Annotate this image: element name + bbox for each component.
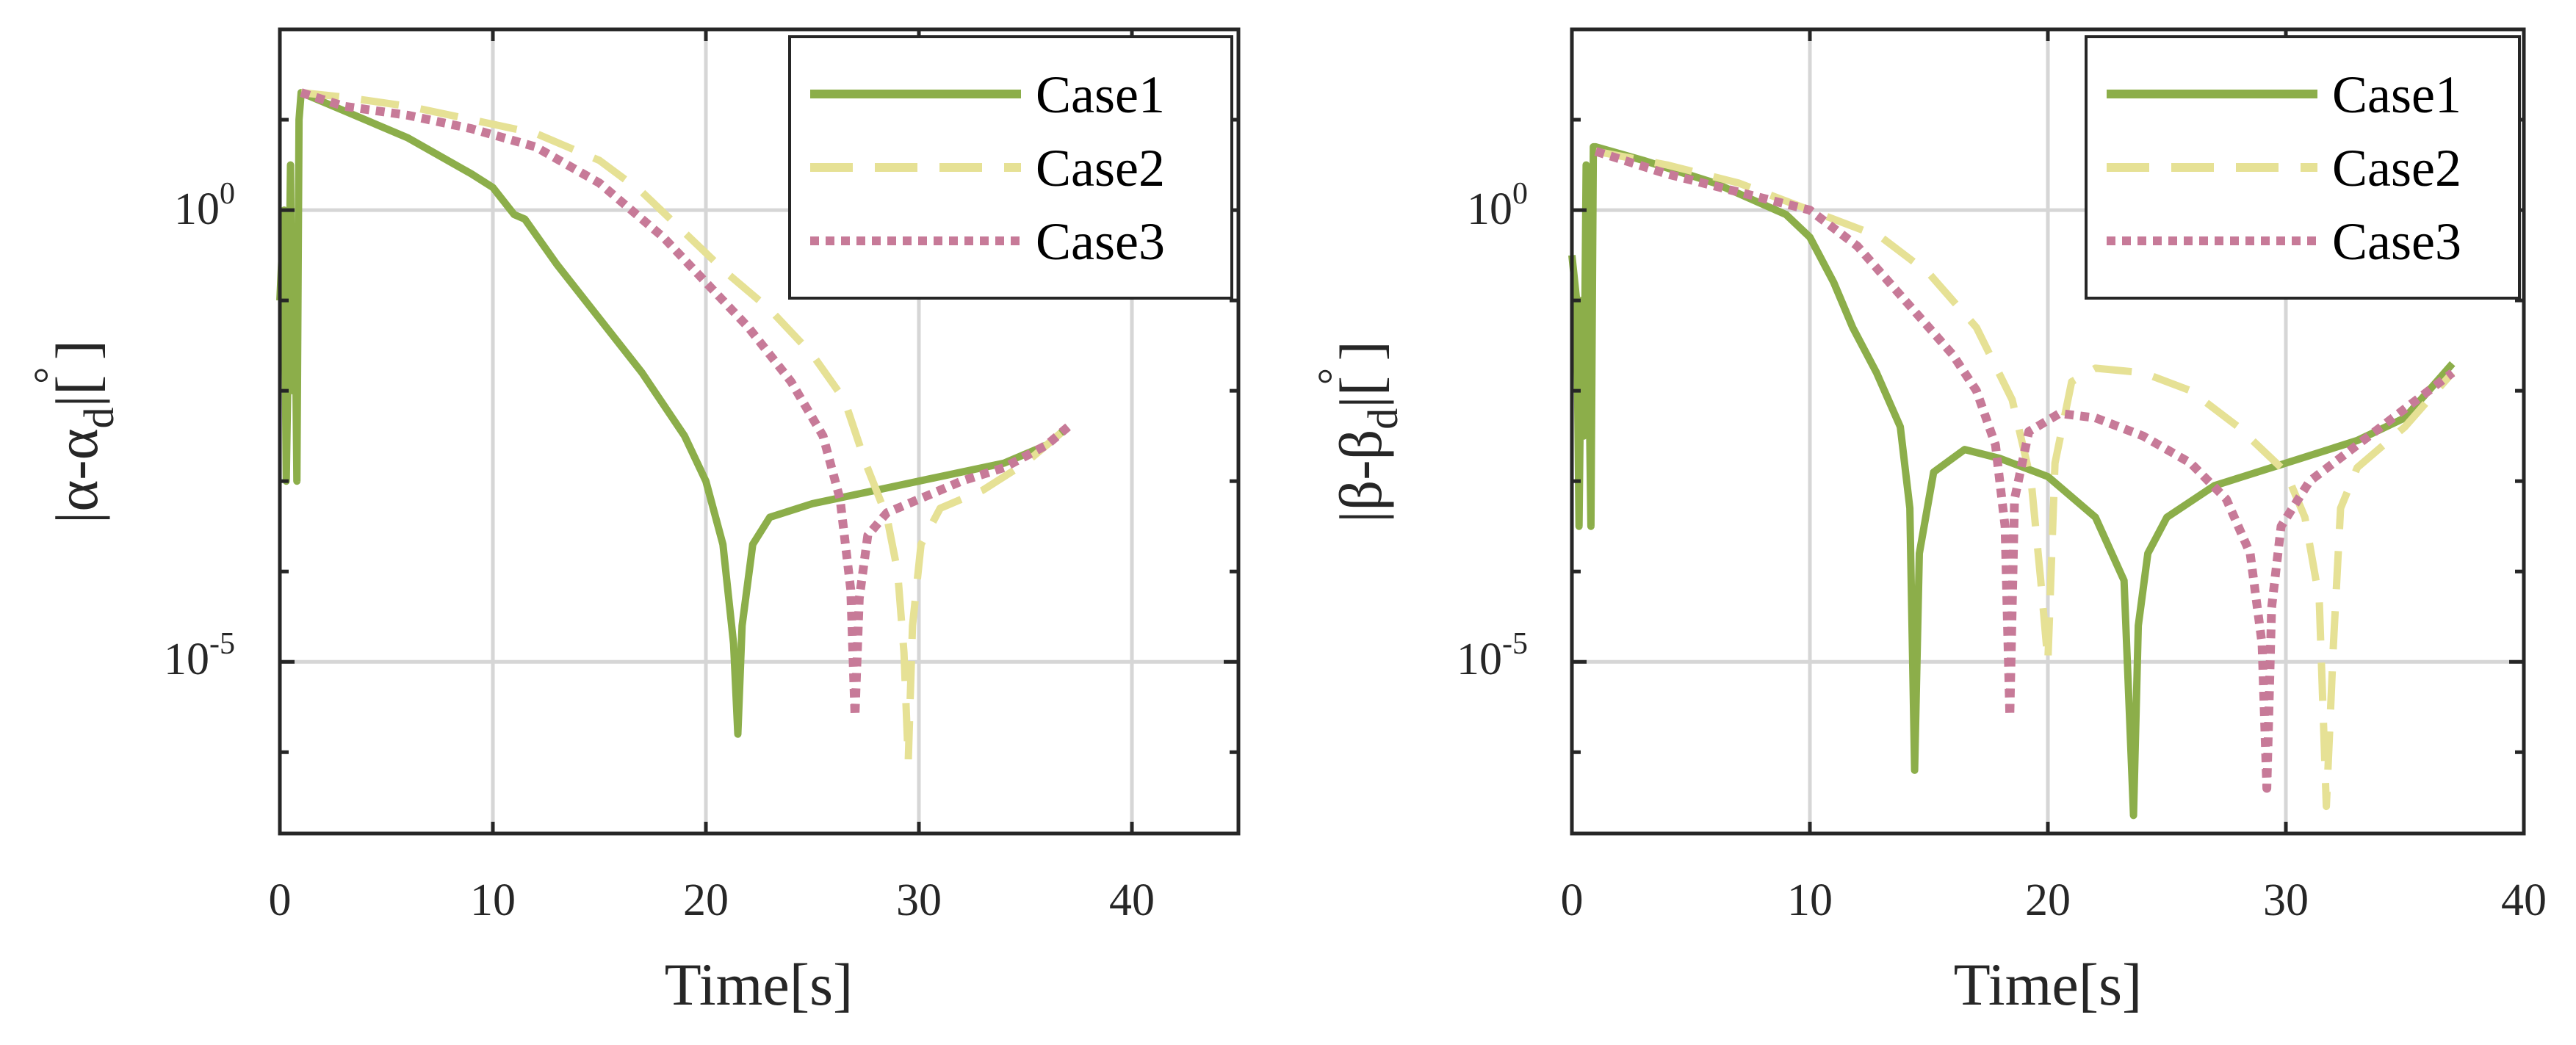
left-grid	[280, 29, 1238, 834]
left-axes-box	[278, 27, 1241, 836]
right-series-case3	[1594, 147, 2456, 793]
left-series-case1	[276, 89, 1071, 738]
left-series-case2	[300, 89, 1071, 765]
left-legend-label-case3: Case3	[1036, 212, 1165, 271]
left-legend-label-case1: Case1	[1036, 65, 1165, 124]
right-legend: Case1 Case2 Case3	[2085, 35, 2521, 300]
right-ytick-label-0: 100	[1467, 177, 1528, 234]
right-ticks	[1570, 27, 2526, 834]
right-grid	[1572, 29, 2524, 834]
right-xtick-label-4: 40	[2501, 875, 2547, 925]
left-ticks	[278, 27, 1238, 834]
right-legend-label-case1: Case1	[2332, 65, 2461, 124]
left-xtick-label-0: 0	[269, 875, 292, 925]
right-series-layer	[1568, 142, 2456, 820]
right-xtick-label-0: 0	[1561, 875, 1584, 925]
right-xtick-label-1: 10	[1787, 875, 1833, 925]
left-series-layer	[276, 88, 1071, 765]
left-legend: Case1 Case2 Case3	[788, 35, 1233, 300]
left-xlabel: Time[s]	[665, 951, 854, 1018]
right-ytick-label-1: 10-5	[1457, 627, 1528, 684]
left-legend-label-case2: Case2	[1036, 139, 1165, 198]
left-series-case3	[300, 88, 1071, 721]
left-chart: 100 10-5 0 10 20 30 40 Time[s] |α-αd|[ ]…	[25, 27, 1241, 1018]
left-ytick-label-1: 10-5	[164, 627, 235, 684]
right-legend-label-case2: Case2	[2332, 139, 2461, 198]
right-xlabel: Time[s]	[1954, 951, 2143, 1018]
right-legend-label-case3: Case3	[2332, 212, 2461, 271]
left-xtick-label-4: 40	[1109, 875, 1155, 925]
right-xtick-label-2: 20	[2025, 875, 2071, 925]
right-xtick-label-3: 30	[2263, 875, 2309, 925]
right-series-case1	[1568, 142, 2456, 820]
left-xtick-label-3: 30	[896, 875, 942, 925]
left-ylabel: |α-αd|[ ]°	[25, 340, 123, 524]
right-series-case2	[1595, 148, 2456, 811]
left-xtick-label-2: 20	[683, 875, 729, 925]
left-ytick-label-0: 100	[174, 177, 235, 234]
left-xtick-label-1: 10	[470, 875, 516, 925]
right-ylabel: |β-βd|[ ]°	[1309, 341, 1407, 523]
right-chart: 100 10-5 0 10 20 30 40 Time[s] |β-βd|[ ]…	[1309, 27, 2547, 1018]
